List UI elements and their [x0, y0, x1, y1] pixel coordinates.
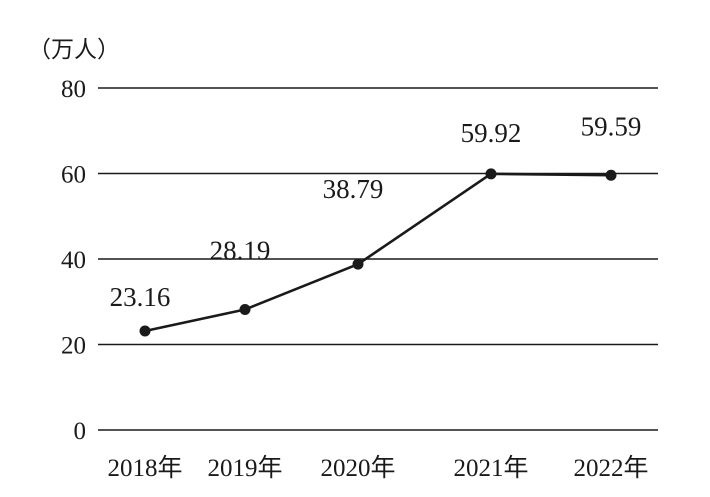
data-labels: 23.16 28.19 38.79 59.92 59.59: [110, 111, 642, 312]
data-point-5: [605, 169, 617, 181]
y-tick-label-40: 40: [61, 247, 86, 274]
data-label-2: 28.19: [210, 235, 271, 265]
data-label-5: 59.59: [581, 111, 642, 141]
y-tick-label-80: 80: [61, 76, 86, 103]
data-points: [139, 168, 617, 337]
data-label-3: 38.79: [323, 174, 384, 204]
x-category-label-5: 2022年: [573, 454, 648, 482]
gridlines: [98, 87, 658, 431]
data-point-1: [139, 325, 151, 337]
data-label-4: 59.92: [461, 118, 522, 148]
x-category-label-4: 2021年: [453, 454, 528, 482]
y-axis-unit-label: （万人）: [28, 37, 120, 63]
x-category-label-1: 2018年: [107, 454, 182, 482]
y-tick-label-0: 0: [74, 418, 87, 445]
y-axis-ticks: 0 20 40 60 80: [61, 76, 86, 445]
y-tick-label-60: 60: [61, 162, 86, 189]
data-label-1: 23.16: [110, 282, 171, 312]
data-point-3: [352, 258, 364, 270]
x-category-label-3: 2020年: [320, 454, 395, 482]
x-axis-categories: 2018年 2019年 2020年 2021年 2022年: [107, 454, 648, 482]
y-tick-label-20: 20: [61, 333, 86, 360]
data-point-2: [239, 303, 251, 315]
data-point-4: [485, 168, 497, 180]
x-category-label-2: 2019年: [207, 454, 282, 482]
